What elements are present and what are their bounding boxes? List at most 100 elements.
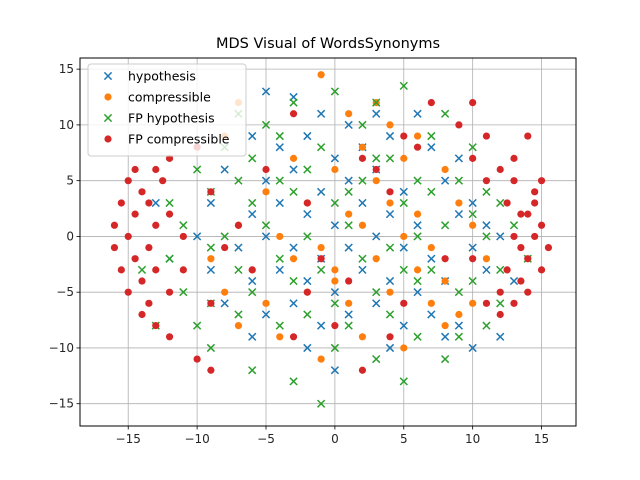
data-point [372,98,381,107]
data-point [427,143,436,152]
data-point [496,232,505,241]
data-point [517,277,525,285]
data-point [469,154,477,162]
data-point [262,165,270,174]
data-point [220,165,229,174]
data-point [468,343,477,353]
data-point [234,310,243,319]
data-point [316,399,326,408]
data-point [427,131,436,141]
data-point [289,377,298,386]
data-point [358,198,367,208]
data-point [330,198,340,208]
y-tick-label: −15 [49,397,74,411]
data-point [400,132,408,140]
data-point [413,266,422,274]
x-tick-label: 5 [400,432,408,446]
data-point [303,276,312,286]
data-point [124,177,132,185]
data-point [275,131,284,141]
data-point [345,210,353,218]
data-point [385,276,395,286]
data-point [303,288,311,296]
data-point [303,343,312,353]
data-point [261,120,271,130]
data-point [524,132,532,140]
data-point [537,221,546,229]
legend-label: compressible [128,90,211,105]
data-point [248,131,257,141]
data-point [207,188,215,196]
data-point [496,288,504,296]
data-point [482,187,491,196]
data-point [440,354,450,364]
data-point [510,177,518,185]
legend: hypothesis compressible FP hypothesis FP co… [87,63,247,157]
data-point [531,232,539,241]
data-point [440,176,450,185]
data-point [145,243,153,252]
data-point [317,355,325,363]
data-point [468,243,477,252]
data-point [413,210,422,218]
data-point [385,343,395,353]
data-point [427,254,436,263]
data-point [358,265,367,275]
data-point [496,310,504,319]
data-point [344,243,353,252]
data-point [482,221,491,230]
data-point [165,254,174,263]
data-point [275,176,284,185]
data-point [317,71,325,79]
data-point [261,221,271,230]
data-point [344,176,353,185]
data-point [544,243,553,252]
data-point [537,266,546,274]
data-point [192,321,202,330]
data-point [152,322,160,330]
data-point [131,210,139,218]
data-point [427,243,435,252]
data-point [482,132,491,140]
legend-label: FP compressible [128,132,230,147]
data-point [455,310,463,319]
data-point [524,210,532,218]
data-point [330,154,340,163]
data-point [496,265,505,275]
data-point [117,266,125,274]
data-point [110,221,119,229]
data-point [138,310,146,319]
data-point [192,232,202,241]
data-point [289,154,298,162]
data-point [261,310,271,319]
data-point [413,232,422,241]
data-point [427,310,436,319]
data-point [482,255,491,263]
data-point [289,165,298,174]
data-point [413,288,422,297]
data-point [151,198,160,208]
x-tick-label: −10 [184,432,209,446]
data-point [509,276,519,286]
data-point [503,199,511,207]
data-point [330,87,340,96]
data-point [385,131,395,141]
data-point [344,221,353,230]
legend-box [87,63,247,157]
data-point [117,199,125,207]
data-point [385,209,395,219]
data-point [152,221,160,229]
data-point [261,87,271,96]
chart-title: MDS Visual of WordsSynonyms [216,36,440,52]
data-point [110,243,119,252]
y-tick-label: −5 [56,285,74,299]
series-layer [110,71,553,408]
data-point [358,333,367,341]
data-point [400,344,408,352]
data-point [496,198,505,208]
data-point [262,188,270,196]
data-point [469,99,477,107]
data-point [165,288,174,296]
data-point [372,354,381,364]
